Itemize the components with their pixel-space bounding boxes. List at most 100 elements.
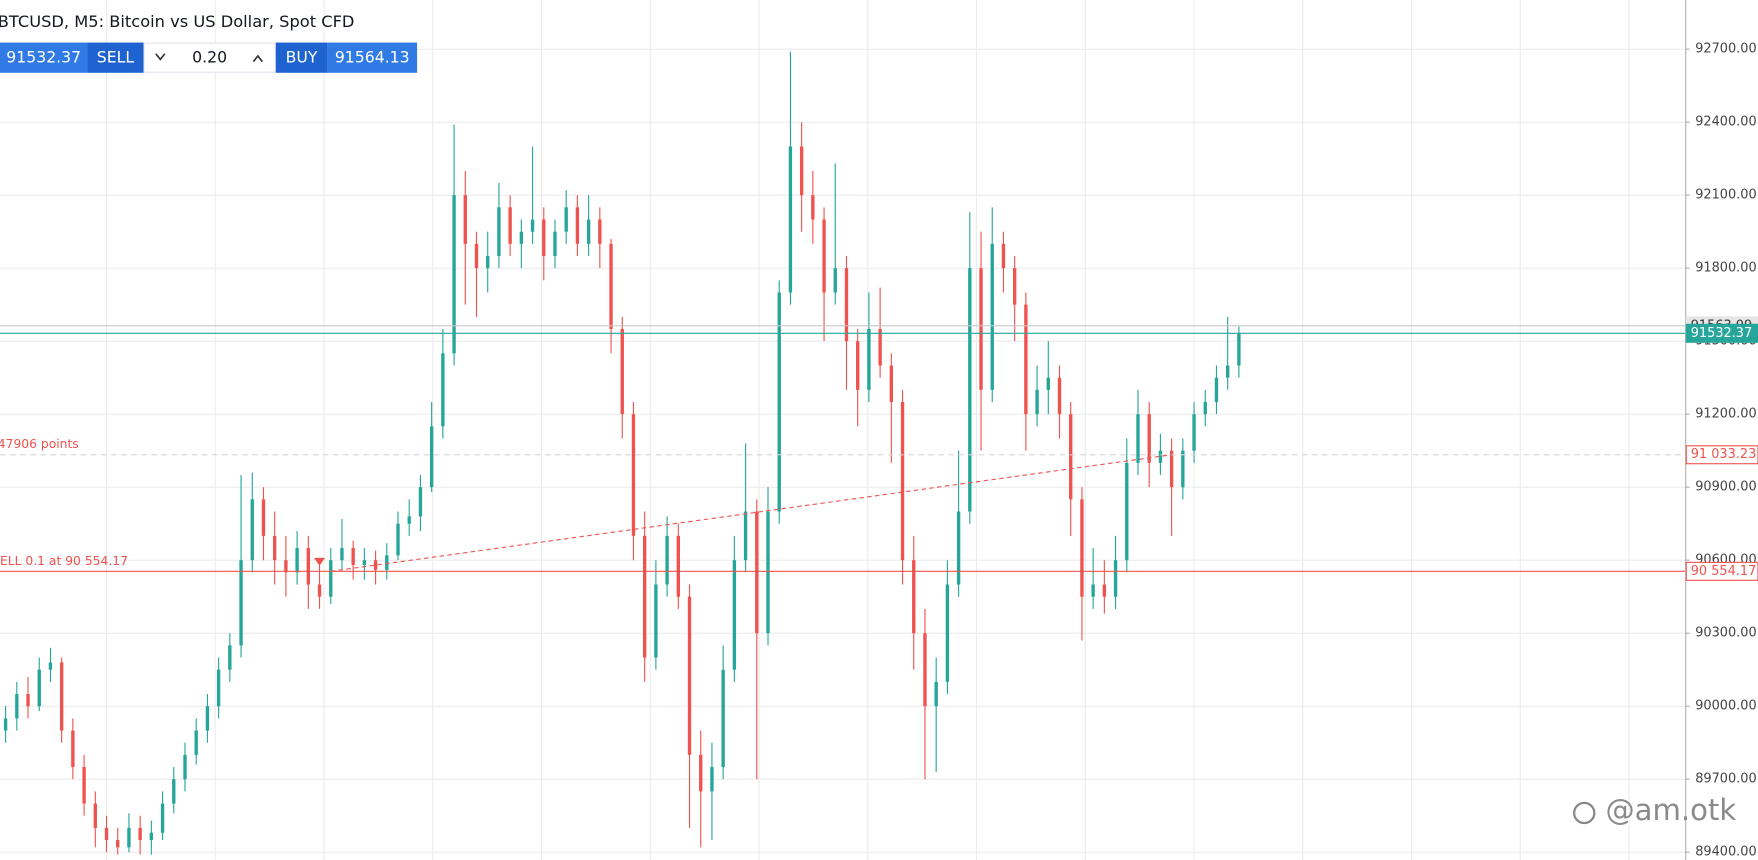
price-line-note: 47906 points: [0, 437, 79, 451]
plot: 47906 points SELL 0.1 at 90 554.17: [0, 51, 1686, 855]
candle-body: [822, 219, 826, 293]
candle-body: [990, 243, 994, 390]
candle-body: [575, 207, 580, 244]
candle-body: [553, 231, 557, 257]
y-tick-label: 92100.00: [1695, 188, 1756, 203]
candle-body: [1147, 414, 1151, 463]
candle-body: [1012, 268, 1017, 305]
y-tick-label: 89400.00: [1695, 845, 1756, 860]
price-tag: [1685, 445, 1758, 465]
candle-body: [71, 730, 75, 768]
watermark: @am.otk: [1573, 793, 1736, 827]
candle-body: [654, 584, 658, 658]
volume-box[interactable]: [143, 42, 276, 73]
buy-price-button[interactable]: [327, 42, 418, 73]
candle-body: [295, 548, 299, 573]
candle-body: [385, 555, 389, 570]
candle-body: [766, 511, 770, 634]
candle-body: [329, 560, 333, 597]
buy-price[interactable]: 91564.13: [335, 48, 410, 67]
candle-body: [486, 256, 490, 269]
candle-body: [228, 645, 232, 670]
candle-body: [1035, 389, 1039, 415]
candle-body: [239, 560, 243, 646]
price-tag-label: 90 554.17: [1691, 564, 1757, 579]
candle-body: [429, 426, 434, 488]
candle-body: [867, 329, 871, 390]
candle-body: [317, 584, 322, 597]
candle-body: [777, 292, 781, 512]
candle-body: [351, 548, 355, 566]
candle-body: [968, 268, 972, 512]
candle-body: [687, 596, 692, 755]
candle-body: [362, 560, 367, 566]
candle-body: [452, 195, 456, 354]
trade-toolbar: 91532.37 SELL 0.20 BUY 91564.13: [0, 42, 418, 73]
candle-body: [250, 499, 254, 561]
candle-body: [194, 730, 198, 755]
candle-body: [833, 268, 837, 293]
price-tag-label: 91 033.23: [1691, 447, 1757, 462]
candle-body: [1169, 450, 1174, 488]
sell-price-button[interactable]: [0, 42, 88, 73]
buy-button[interactable]: [275, 42, 328, 73]
price-line-note: SELL 0.1 at 90 554.17: [0, 554, 128, 568]
candle-body: [732, 560, 737, 670]
candle-body: [160, 803, 165, 833]
candle-body: [710, 767, 714, 792]
volume-down[interactable]: [155, 53, 166, 61]
volume[interactable]: 0.20: [192, 48, 227, 67]
candle-body: [1203, 402, 1207, 415]
grid: [0, 0, 1686, 860]
candle-body: [1001, 243, 1006, 269]
sell-price[interactable]: 91532.37: [6, 48, 81, 67]
candle-body: [956, 511, 961, 585]
candle-body: [1181, 450, 1185, 488]
candle-body: [37, 669, 41, 707]
candle-body: [1091, 584, 1095, 597]
y-tick-label: 90900.00: [1695, 480, 1756, 495]
candle-body: [396, 523, 400, 556]
candle-body: [1226, 365, 1230, 378]
candle-body: [1158, 450, 1163, 463]
candle-body: [284, 560, 288, 573]
sell-label[interactable]: SELL: [97, 48, 135, 67]
candle-body: [844, 268, 849, 342]
trade-line: [330, 454, 1172, 572]
candle-body: [856, 341, 860, 390]
candle-body: [979, 268, 983, 390]
candle-body: [340, 548, 344, 561]
candle-body: [530, 219, 535, 232]
candle-body: [127, 827, 131, 848]
candle-body: [945, 584, 950, 682]
buy-label[interactable]: BUY: [286, 48, 318, 67]
candle-body: [261, 499, 266, 536]
candle-body: [48, 662, 53, 670]
price-axis: 89400.0089700.0090000.0090300.0090600.00…: [1685, 0, 1758, 860]
candle-body: [799, 146, 804, 196]
candle-body: [743, 511, 748, 561]
candle-body: [216, 669, 221, 707]
candle-body: [306, 548, 311, 585]
sell-button[interactable]: [87, 42, 144, 73]
candle-body: [82, 767, 86, 804]
candle-body: [1057, 377, 1062, 415]
y-tick-label: 90000.00: [1695, 699, 1756, 714]
volume-up[interactable]: [252, 54, 264, 63]
y-tick-label: 91200.00: [1695, 407, 1756, 422]
candle-body: [183, 754, 187, 780]
candle-body: [463, 195, 467, 244]
sell-marker: [313, 557, 326, 566]
price-tag: [1685, 561, 1758, 581]
candle-body: [519, 231, 524, 244]
y-tick-label: 90300.00: [1695, 626, 1756, 641]
y-tick-label: 92400.00: [1695, 115, 1756, 130]
y-tick-label: 92700.00: [1695, 42, 1756, 57]
candle-body: [598, 219, 602, 244]
candle-body: [149, 832, 154, 841]
candle-body: [900, 402, 905, 561]
candle-body: [116, 840, 120, 848]
y-tick-label: 89700.00: [1695, 772, 1756, 787]
candle-body: [755, 511, 759, 634]
